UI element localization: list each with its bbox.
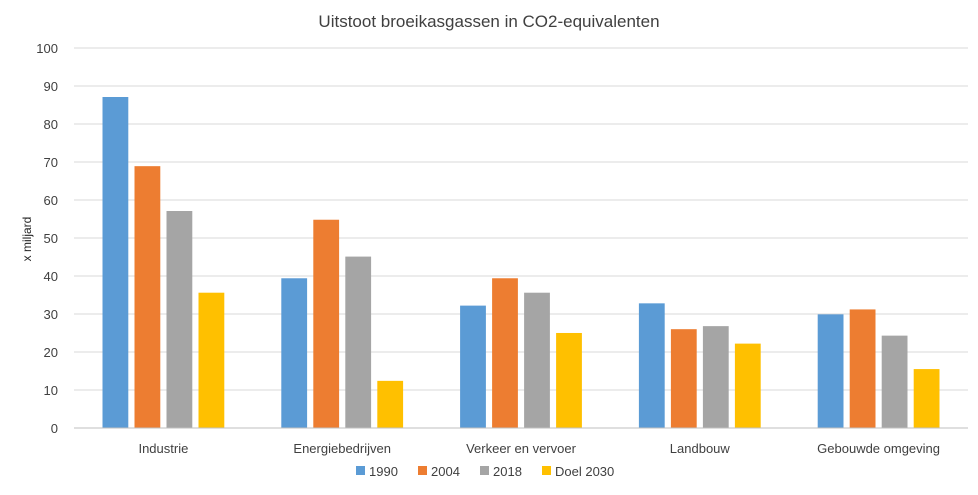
- y-axis-title: x miljard: [20, 217, 34, 262]
- legend-label: Doel 2030: [555, 464, 614, 479]
- bars: [102, 97, 940, 429]
- bar-2004-energiebedrijven: [313, 219, 340, 429]
- legend-swatch-doel-2030: [542, 466, 551, 475]
- bar-2004-verkeer-en-vervoer: [492, 278, 518, 429]
- bar-2018-verkeer-en-vervoer: [524, 292, 550, 429]
- y-axis-tick-labels: 0 10 20 30 40 50 60 70 80 90 100: [36, 41, 58, 436]
- x-axis-category-labels: Industrie Energiebedrijven Verkeer en verv…: [138, 441, 940, 456]
- bar-1990-gebouwde-omgeving: [817, 314, 844, 429]
- y-tick-label: 90: [44, 79, 58, 94]
- legend-label: 1990: [369, 464, 398, 479]
- legend: 1990 2004 2018 Doel 2030: [356, 464, 614, 479]
- y-tick-label: 30: [44, 307, 58, 322]
- x-category-label: Landbouw: [670, 441, 731, 456]
- bar-doel-2030-gebouwde-omgeving: [913, 369, 940, 429]
- chart-title: Uitstoot broeikasgassen in CO2-equivalen…: [318, 12, 659, 31]
- legend-label: 2004: [431, 464, 460, 479]
- y-tick-label: 60: [44, 193, 58, 208]
- bar-2004-industrie: [134, 166, 161, 429]
- y-tick-label: 50: [44, 231, 58, 246]
- bar-doel-2030-verkeer-en-vervoer: [556, 332, 582, 429]
- bar-2018-energiebedrijven: [345, 256, 372, 429]
- legend-swatch-2004: [418, 466, 427, 475]
- y-tick-label: 0: [51, 421, 58, 436]
- bar-doel-2030-industrie: [198, 292, 225, 429]
- y-tick-label: 20: [44, 345, 58, 360]
- bar-2018-industrie: [166, 210, 193, 429]
- bar-1990-energiebedrijven: [281, 278, 308, 429]
- x-category-label: Energiebedrijven: [293, 441, 391, 456]
- bar-2004-landbouw: [670, 329, 697, 429]
- bar-2018-gebouwde-omgeving: [881, 335, 908, 429]
- y-tick-label: 40: [44, 269, 58, 284]
- bar-doel-2030-landbouw: [734, 343, 761, 429]
- bar-2004-gebouwde-omgeving: [849, 309, 876, 429]
- bar-2018-landbouw: [702, 326, 729, 429]
- bar-doel-2030-energiebedrijven: [377, 380, 404, 429]
- x-category-label: Industrie: [138, 441, 188, 456]
- x-category-label: Gebouwde omgeving: [817, 441, 940, 456]
- legend-label: 2018: [493, 464, 522, 479]
- bar-1990-landbouw: [638, 303, 665, 429]
- x-category-label: Verkeer en vervoer: [466, 441, 577, 456]
- y-tick-label: 100: [36, 41, 58, 56]
- legend-swatch-1990: [356, 466, 365, 475]
- bar-1990-verkeer-en-vervoer: [460, 305, 486, 429]
- bar-1990-industrie: [102, 97, 129, 429]
- y-tick-label: 10: [44, 383, 58, 398]
- y-tick-label: 70: [44, 155, 58, 170]
- y-tick-label: 80: [44, 117, 58, 132]
- legend-swatch-2018: [480, 466, 489, 475]
